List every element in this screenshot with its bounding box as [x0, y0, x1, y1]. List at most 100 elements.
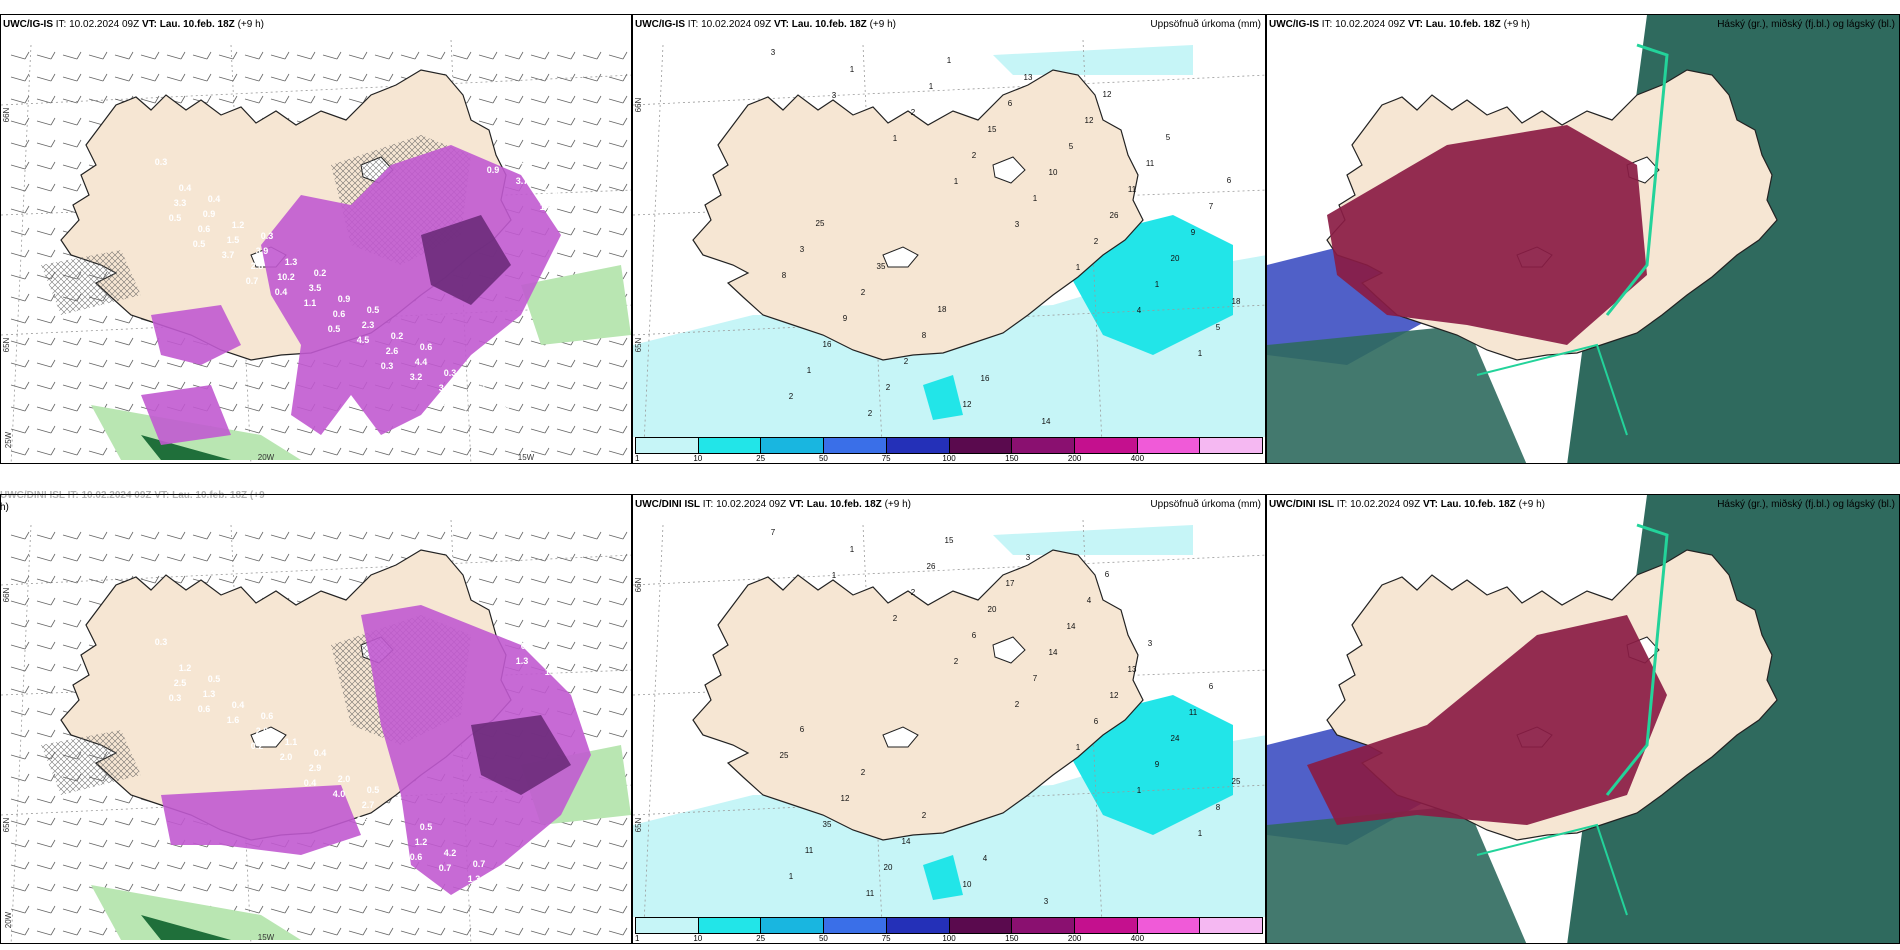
wind-barb	[36, 600, 52, 606]
wind-barb	[362, 447, 368, 456]
wind-barb	[492, 883, 498, 892]
wind-barb	[24, 619, 30, 628]
wind-barb	[10, 908, 26, 914]
value-label: 1.3	[468, 874, 481, 884]
wind-barb	[10, 688, 26, 694]
wind-barb	[50, 619, 56, 628]
wind-barb	[556, 842, 572, 848]
value-label: 0.7	[473, 859, 486, 869]
wind-barb	[582, 164, 598, 170]
wind-barb	[374, 534, 390, 540]
wind-barb	[556, 120, 572, 126]
wind-barb	[530, 120, 546, 126]
wind-barb	[596, 205, 602, 214]
wind-barb	[570, 73, 576, 82]
wind-barb	[154, 839, 160, 848]
wind-barb	[570, 425, 576, 434]
wind-barb	[544, 183, 550, 192]
value-label: 0.3	[169, 693, 182, 703]
wind-barb	[284, 425, 290, 434]
value-label: 12	[963, 400, 972, 409]
wind-barb	[102, 95, 108, 104]
value-label: 9	[1155, 760, 1160, 769]
panel-field-title: Háský (gr.), miðský (fj.bl.) og lágský (…	[1717, 19, 1895, 30]
wind-barb	[622, 51, 628, 60]
wind-barb	[50, 95, 56, 104]
value-label: 3.5	[497, 885, 510, 895]
wind-barb	[492, 927, 498, 936]
colorbar-swatch	[1074, 438, 1138, 453]
wind-barb	[50, 73, 56, 82]
map-accum-precip-bottom: 7122211111267698111126201412242535201517…	[633, 495, 1265, 943]
wind-barb	[596, 227, 602, 236]
wind-barb	[322, 578, 338, 584]
value-label: 3.5	[309, 283, 322, 293]
value-label: 7	[1033, 674, 1038, 683]
wind-barb	[114, 340, 130, 346]
wind-barb	[88, 864, 104, 870]
wind-barb	[310, 531, 316, 540]
wind-barb	[544, 359, 550, 368]
wind-barb	[374, 54, 390, 60]
wind-barb	[76, 883, 82, 892]
wind-barb	[50, 249, 56, 258]
wind-barb	[36, 886, 52, 892]
wind-barb	[530, 622, 546, 628]
wind-barb	[466, 575, 472, 584]
wind-barb	[492, 553, 498, 562]
wind-barb	[128, 553, 134, 562]
wind-barb	[582, 76, 598, 82]
value-label: 4	[983, 854, 988, 863]
wind-barb	[36, 820, 52, 826]
wind-barb	[530, 450, 546, 456]
wind-barb	[492, 597, 498, 606]
wind-barb	[596, 707, 602, 716]
wind-barb	[36, 798, 52, 804]
precip-area	[141, 305, 241, 445]
wind-barb	[414, 425, 420, 434]
wind-barb	[582, 252, 598, 258]
wind-barb	[36, 164, 52, 170]
wind-barb	[518, 161, 524, 170]
wind-barb	[426, 908, 442, 914]
wind-barb	[88, 578, 104, 584]
wind-barb	[284, 51, 290, 60]
axis-label: 66N	[634, 577, 643, 592]
value-label: 1.1	[285, 737, 298, 747]
wind-barb	[608, 208, 624, 214]
wind-barb	[62, 450, 78, 456]
value-label: 0.9	[492, 420, 505, 430]
wind-barb	[622, 927, 628, 936]
wind-barb	[36, 450, 52, 456]
wind-barb	[582, 864, 598, 870]
wind-barb	[492, 403, 498, 412]
wind-barb	[258, 73, 264, 82]
wind-barb	[218, 362, 234, 368]
vt-value: Lau. 10.feb. 18Z	[1425, 19, 1501, 30]
wind-barb	[76, 597, 82, 606]
wind-barb	[582, 732, 598, 738]
colorbar-swatch	[1012, 438, 1075, 453]
wind-barb	[10, 230, 26, 236]
wind-barb	[556, 98, 572, 104]
wind-barb	[284, 883, 290, 892]
wind-barb	[244, 534, 260, 540]
value-label: 11	[1189, 708, 1198, 717]
wind-barb	[400, 534, 416, 540]
wind-barb	[140, 886, 156, 892]
wind-barb	[388, 839, 394, 848]
wind-barb	[10, 142, 26, 148]
wind-barb	[556, 450, 572, 456]
wind-barb	[36, 930, 52, 936]
wind-barb	[530, 908, 546, 914]
value-label: 4.5	[357, 335, 370, 345]
wind-barb	[50, 51, 56, 60]
wind-barb	[50, 337, 56, 346]
colorbar-tick-label: 10	[693, 454, 703, 463]
wind-barb	[452, 384, 468, 390]
wind-barb	[374, 842, 390, 848]
value-label: 0.5	[367, 785, 380, 795]
wind-barb	[270, 98, 286, 104]
value-label: 13	[1128, 665, 1137, 674]
wind-barb	[296, 578, 312, 584]
